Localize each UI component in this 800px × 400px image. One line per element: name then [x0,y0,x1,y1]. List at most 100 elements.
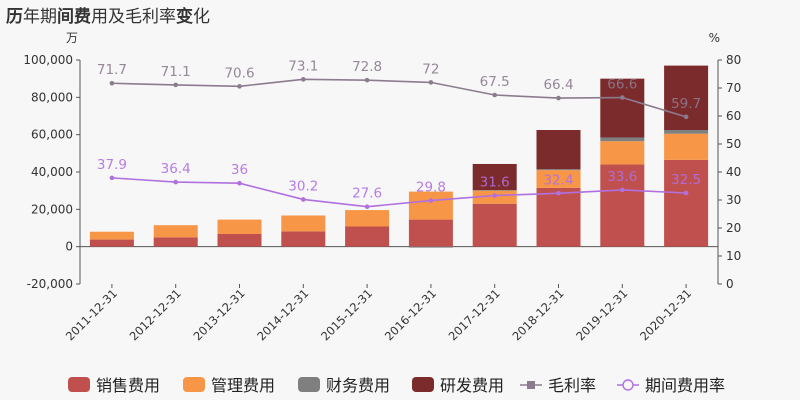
series-point [364,77,370,83]
bar-segment [664,65,709,130]
x-tick-label: 2019-12-31 [573,286,630,343]
title-segment: 历 [6,7,23,27]
legend-label: 期间费用率 [645,376,725,395]
data-label: 73.1 [288,58,318,74]
bar-segment [536,169,581,171]
series-point [173,179,178,185]
bar-segment [472,190,517,191]
bar-segment [536,130,581,170]
title-segment: 用及毛利率 [91,7,176,27]
title-segment: 间 [57,7,74,27]
data-label: 30.2 [288,178,318,194]
y-tick-label-left: 60,000 [31,128,73,142]
series-point [620,187,625,193]
legend-label: 研发费用 [440,376,504,395]
y-axis-left-unit: 万 [66,31,78,45]
bar-segment [89,239,134,247]
data-label: 59.7 [671,96,701,112]
series-point [683,190,689,196]
legend-marker [622,379,634,391]
bar-segment [89,231,134,240]
y-tick-label-left: 40,000 [31,165,73,179]
x-tick-label: 2016-12-31 [382,286,439,343]
bar-segment [345,210,390,227]
y-tick-label-left: -20,000 [27,277,73,291]
data-label: 31.6 [480,175,510,191]
series-line [111,177,687,208]
series-point [556,95,561,101]
data-label: 33.6 [607,169,637,185]
y-tick-label-right: 40 [726,165,741,179]
data-label: 32.4 [543,172,573,188]
y-tick-label-right: 10 [726,249,741,263]
title-segment: 变 [176,7,193,27]
data-label: 70.6 [224,65,254,81]
series-point [109,80,115,86]
legend-swatch [183,377,205,392]
series-point [301,197,306,202]
legend-label: 财务费用 [326,376,390,395]
series-point [364,204,370,210]
series-point [109,175,115,181]
data-label: 72.8 [352,59,382,75]
data-label: 71.7 [97,62,127,78]
data-label: 66.4 [543,77,573,93]
series-point [556,190,561,196]
y-axis-right-unit: % [709,31,720,45]
bar-segment [600,78,645,138]
series-point [428,80,434,85]
bar-segment [281,231,326,247]
y-tick-label-left: 20,000 [31,202,73,216]
y-tick-label-right: 20 [726,221,741,235]
bar-segment [217,233,262,247]
series-point [683,114,689,120]
y-tick-label-right: 30 [726,193,741,207]
bar-segment [408,191,453,220]
data-label: 66.6 [607,77,637,93]
bar-segment [536,170,581,188]
data-label: 36 [231,162,248,178]
bar-segment [153,225,198,238]
data-label: 72 [422,61,439,77]
series-point [237,84,242,89]
series-point [492,92,498,98]
series-point [237,180,242,186]
legend-swatch [68,377,90,392]
y-tick-label-right: 80 [726,53,741,67]
x-tick-label: 2013-12-31 [190,286,247,343]
title-segment: 费 [74,7,91,27]
bar-segment [664,159,709,247]
bar-segment [281,215,326,232]
series-point [492,193,498,198]
bar-segment [217,219,262,234]
x-tick-label: 2011-12-31 [63,286,120,343]
y-tick-label-left: 100,000 [23,53,73,67]
data-label: 37.9 [97,157,127,173]
bar-segment [536,187,581,247]
title-segment: 年期 [23,7,57,27]
x-tick-label: 2015-12-31 [318,286,375,343]
data-label: 67.5 [480,74,510,90]
bar-segment [153,237,198,247]
y-tick-label-right: 0 [726,277,734,291]
series-line [111,78,687,118]
y-tick-label-left: 80,000 [31,90,73,104]
data-label: 27.6 [352,186,382,202]
y-tick-label-right: 70 [726,81,741,95]
legend-label: 管理费用 [211,376,275,395]
series-point [428,198,434,203]
data-label: 29.8 [416,180,446,196]
bar-segment [600,137,645,142]
bar-segment [600,164,645,247]
x-tick-label: 2017-12-31 [446,286,503,343]
bar-segment [472,203,517,247]
legend-label: 销售费用 [96,376,160,395]
x-tick-label: 2020-12-31 [637,286,694,343]
chart-title: 历年期间费用及毛利率变化 [6,2,210,27]
data-label: 71.1 [161,64,191,80]
legend-marker [527,381,535,389]
bar-segment [408,246,453,248]
legend-swatch [412,377,434,392]
